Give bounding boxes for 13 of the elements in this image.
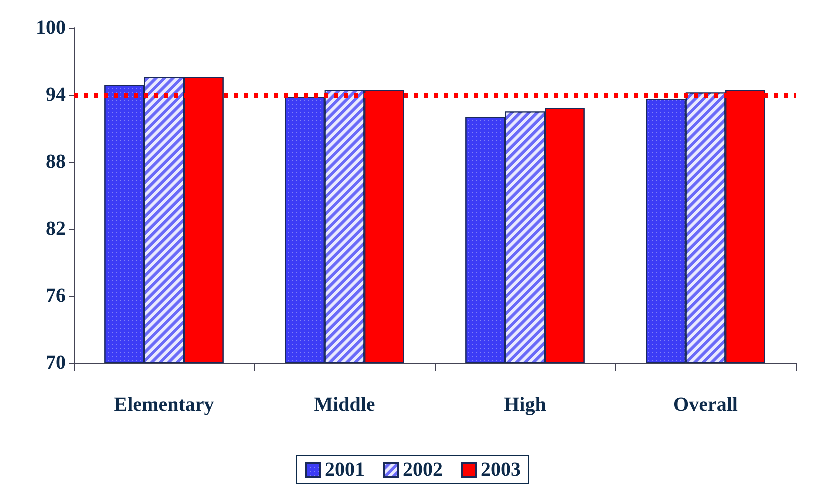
y-tick-label: 70: [46, 352, 66, 374]
y-tick-label: 82: [46, 218, 66, 240]
x-tick-label: Overall: [674, 394, 738, 416]
x-tick-label: Middle: [314, 394, 376, 416]
x-tick-label: Elementary: [114, 394, 214, 416]
y-tick-label: 100: [36, 17, 66, 39]
y-tick-label: 94: [46, 84, 66, 106]
legend-label: 2003: [481, 459, 521, 481]
x-tick-label: High: [504, 394, 546, 416]
legend-label: 2002: [403, 459, 443, 481]
y-tick-label: 76: [46, 285, 66, 307]
legend-label: 2001: [325, 459, 365, 481]
y-tick-label: 88: [46, 151, 66, 173]
